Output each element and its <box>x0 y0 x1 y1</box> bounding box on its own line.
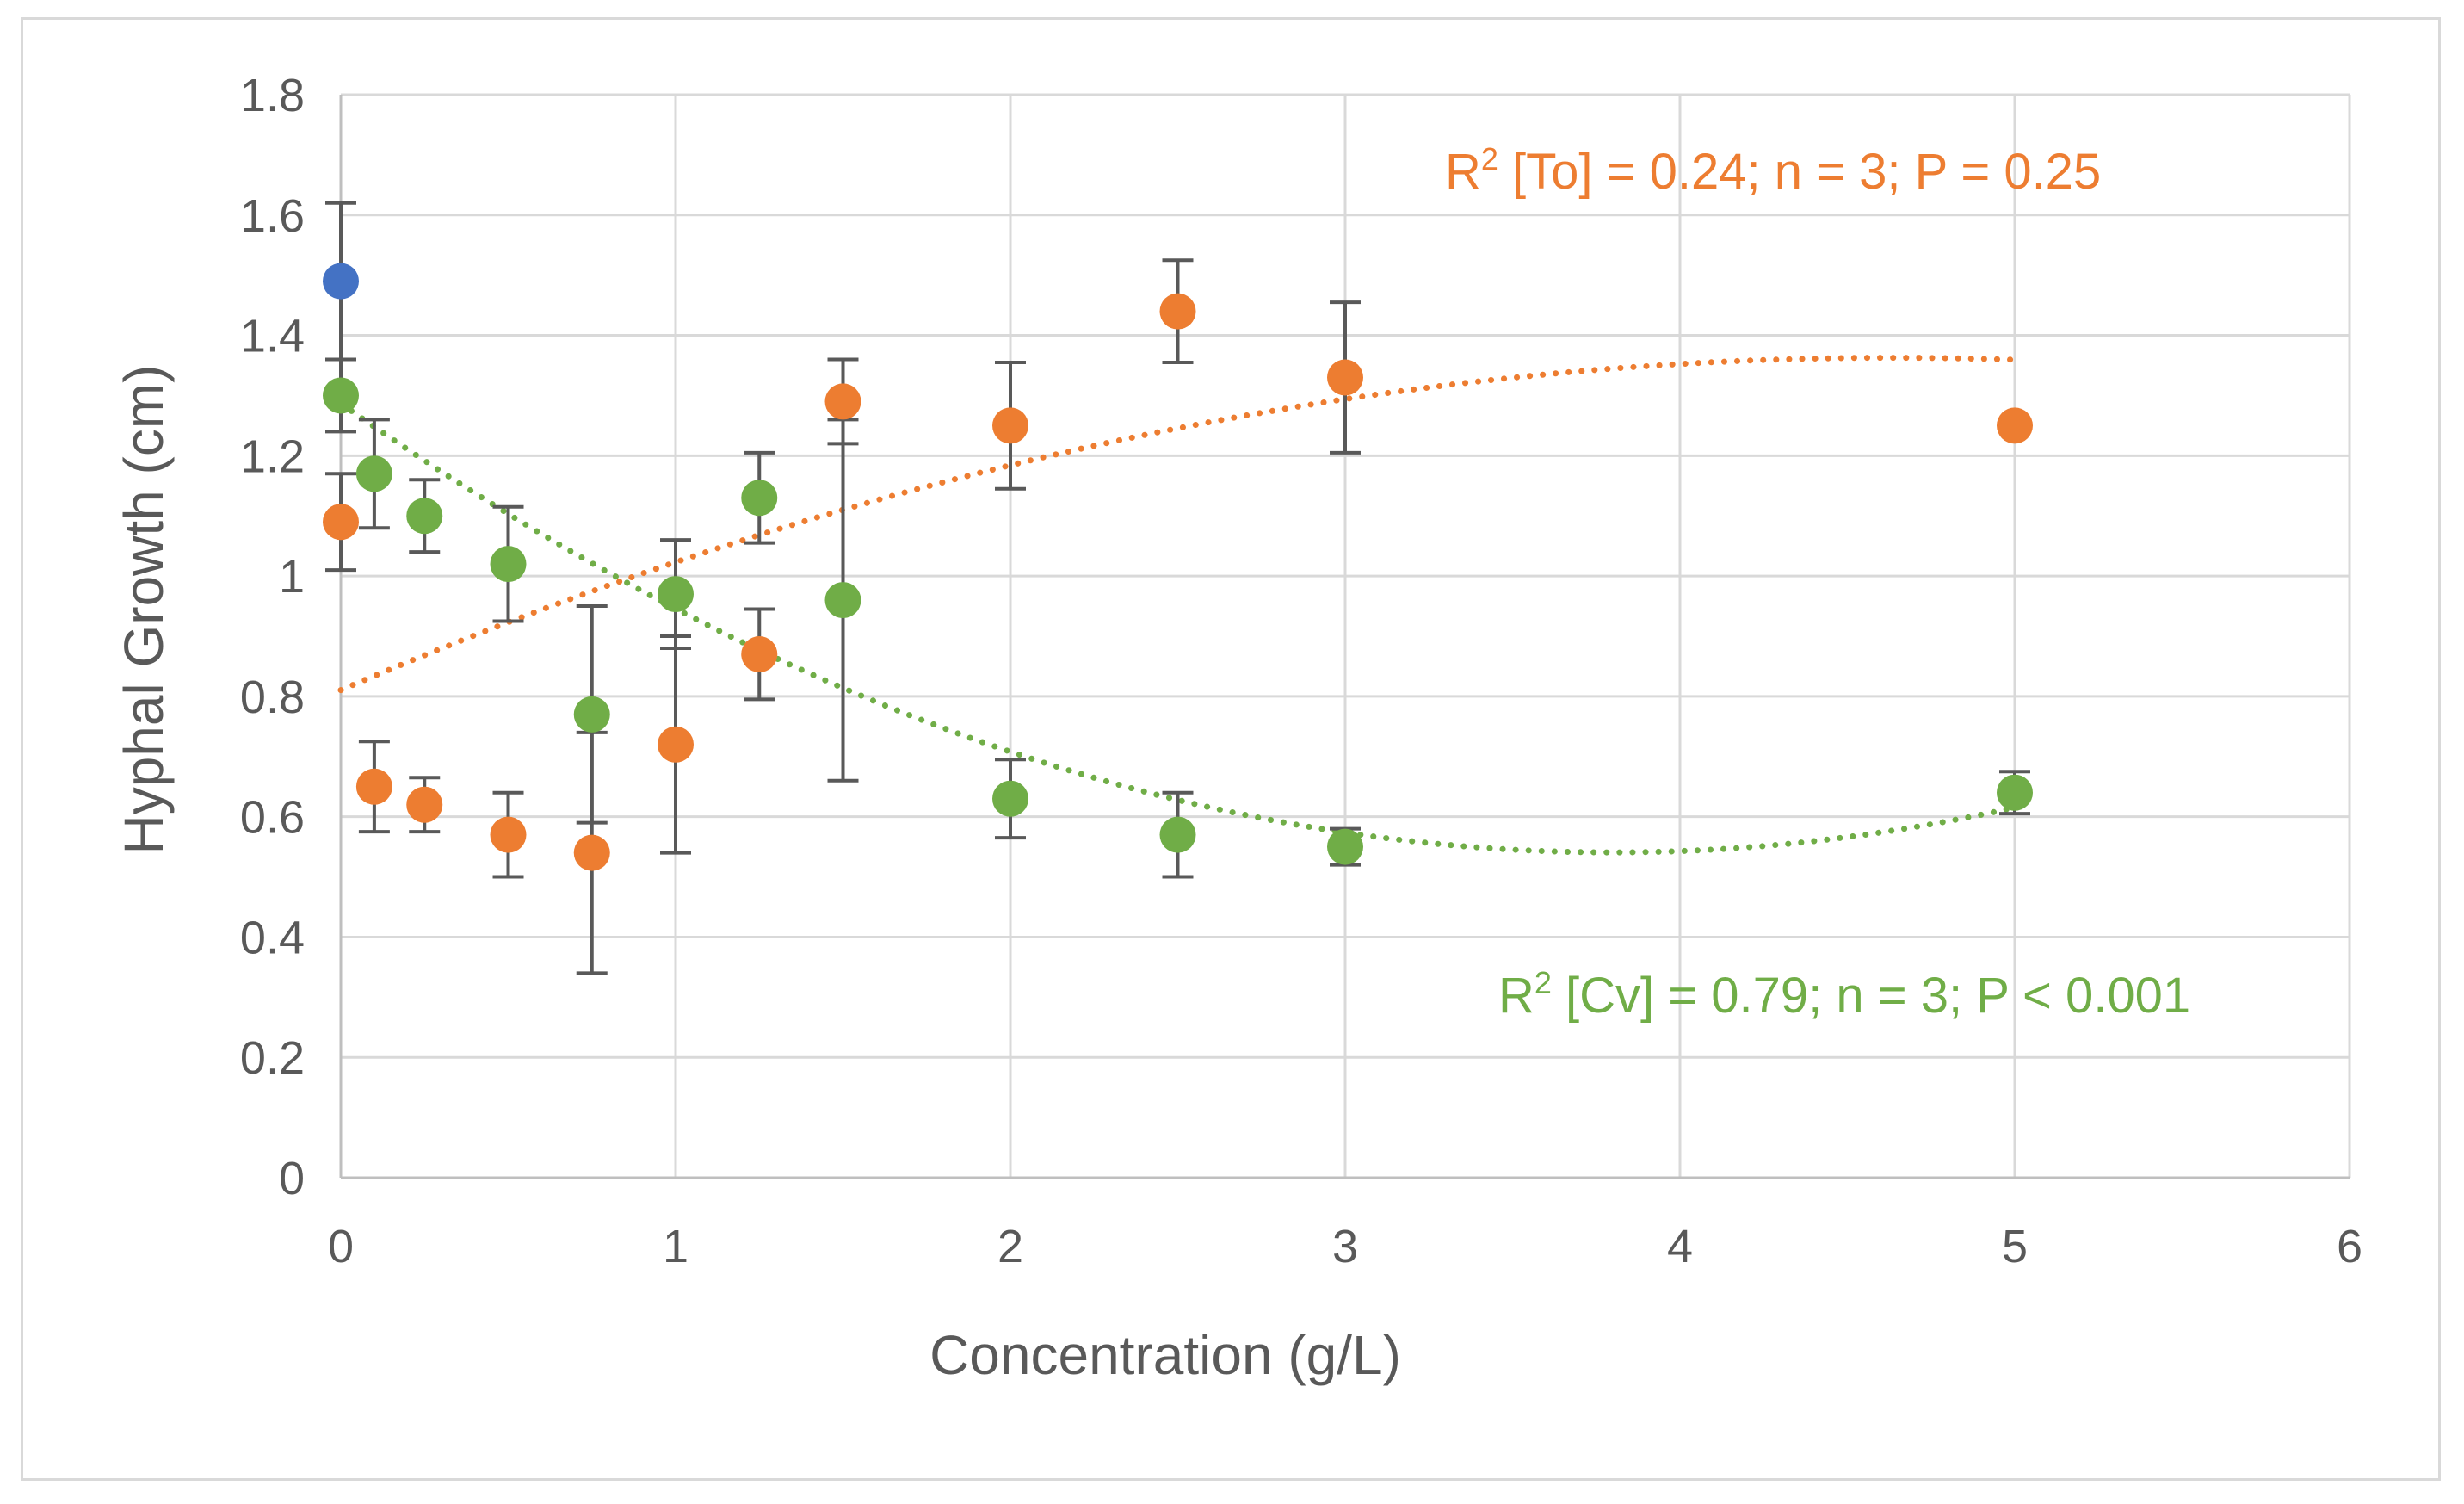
annotation-cv-rest: [Cv] = 0.79; n = 3; P < 0.001 <box>1552 968 2190 1024</box>
point-to <box>323 504 359 541</box>
point-to <box>741 635 778 672</box>
point-cv <box>1327 828 1363 865</box>
y-tick-label: 0 <box>279 1153 305 1204</box>
point-to <box>490 816 527 853</box>
data-points <box>323 263 2033 871</box>
y-tick-label: 0.2 <box>240 1032 305 1084</box>
y-tick-label: 0.4 <box>240 912 305 963</box>
point-cv <box>573 696 610 733</box>
y-tick-label: 0.6 <box>240 792 305 844</box>
point-cv <box>1997 774 2033 811</box>
point-to <box>573 834 610 871</box>
point-cv <box>824 582 861 619</box>
x-tick-labels: 0 1 2 3 4 5 6 <box>328 1221 2362 1272</box>
y-tick-labels: 0 0.2 0.4 0.6 0.8 1 1.2 1.4 1.6 1.8 <box>240 70 305 1204</box>
point-cv <box>992 780 1028 817</box>
x-tick-label: 0 <box>328 1221 354 1272</box>
gridlines <box>341 93 2351 1178</box>
annotation-to-r: R <box>1445 144 1481 200</box>
trendlines <box>337 355 2018 856</box>
x-tick-label: 1 <box>663 1221 689 1272</box>
point-cv <box>323 377 359 414</box>
trendline-to <box>337 355 2018 694</box>
point-cv <box>658 576 694 613</box>
point-to <box>406 786 443 823</box>
x-tick-label: 6 <box>2337 1221 2362 1272</box>
point-to <box>1997 407 2033 444</box>
annotation-to-sup: 2 <box>1481 141 1498 176</box>
point-cv <box>490 546 527 583</box>
annotation-cv-sup: 2 <box>1535 965 1552 1000</box>
chart-frame: 0 1 2 3 4 5 6 0 0.2 0.4 0.6 0.8 1 1.2 1.4 1.6 1.8 Conce… <box>21 17 2441 1481</box>
y-tick-label: 1.2 <box>240 430 305 482</box>
annotation-to-rest: [To] = 0.24; n = 3; P = 0.25 <box>1498 144 2101 200</box>
point-cv <box>741 480 778 517</box>
x-tick-label: 2 <box>997 1221 1023 1272</box>
y-axis-title: Hyphal Growth (cm) <box>113 365 175 855</box>
annotation-cv-r: R <box>1498 968 1535 1024</box>
x-axis-title: Concentration (g/L) <box>929 1324 1401 1386</box>
chart-svg: 0 1 2 3 4 5 6 0 0.2 0.4 0.6 0.8 1 1.2 1.4 1.6 1.8 Conce… <box>113 70 2362 1386</box>
point-to <box>1327 359 1363 396</box>
point-to <box>824 383 861 420</box>
point-cv <box>355 455 392 492</box>
annotation-to: R2 [To] = 0.24; n = 3; P = 0.25 <box>1445 141 2101 200</box>
x-tick-label: 4 <box>1667 1221 1693 1272</box>
y-tick-label: 1.4 <box>240 311 305 362</box>
point-cv <box>1159 816 1196 853</box>
x-tick-label: 3 <box>1332 1221 1358 1272</box>
point-to <box>658 726 694 763</box>
point-to <box>1159 293 1196 330</box>
point-cv <box>406 498 443 535</box>
y-tick-label: 1.8 <box>240 70 305 121</box>
trendline-cv <box>337 400 2018 856</box>
y-tick-label: 1 <box>279 551 305 603</box>
point-to <box>992 407 1028 444</box>
point-to <box>355 768 392 805</box>
x-tick-label: 5 <box>2002 1221 2028 1272</box>
annotation-cv: R2 [Cv] = 0.79; n = 3; P < 0.001 <box>1498 965 2190 1024</box>
point-control <box>323 263 359 300</box>
y-tick-label: 1.6 <box>240 190 305 242</box>
y-tick-label: 0.8 <box>240 672 305 723</box>
